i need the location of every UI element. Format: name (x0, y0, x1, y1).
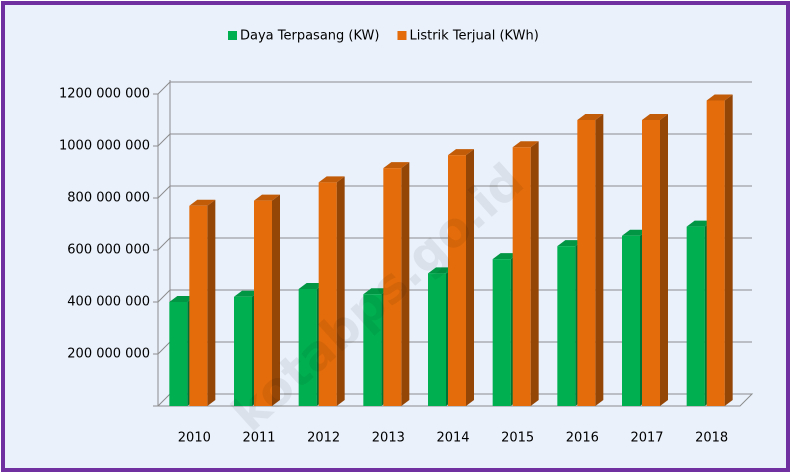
x-tick-label: 2018 (695, 431, 728, 446)
bar-front (428, 273, 446, 406)
bar-front (189, 205, 208, 406)
y-tick-label: 200 000 000 (67, 347, 150, 362)
bar-front (383, 168, 402, 406)
bar-top (363, 288, 390, 295)
bar-side (466, 149, 474, 406)
bar-front (642, 120, 660, 406)
bar-top (577, 114, 604, 120)
y-tick-label: 600 000 000 (67, 243, 150, 258)
bar-side (207, 199, 216, 406)
legend-swatch (228, 31, 237, 40)
legend-swatch (397, 31, 407, 40)
bar-top (622, 229, 648, 236)
x-tick-label: 2017 (630, 431, 663, 446)
bar-front (254, 200, 272, 406)
bar-top (557, 240, 584, 247)
bar-side (272, 194, 280, 406)
x-tick-label: 2016 (566, 431, 599, 446)
legend-label: Listrik Terjual (KWh) (409, 29, 538, 44)
bar (318, 176, 345, 406)
bar-front (512, 147, 531, 407)
bar-front (318, 182, 337, 406)
bar (189, 199, 216, 406)
bar-top (383, 162, 410, 169)
bar-top (492, 253, 519, 260)
grid-line (157, 133, 752, 147)
bar-top (234, 290, 260, 297)
bar-front (686, 226, 705, 406)
bar-front (557, 246, 576, 406)
legend-label: Daya Terpasang (KW) (240, 29, 379, 44)
bar (642, 114, 668, 406)
bar-top (512, 141, 539, 148)
bar-top (642, 114, 668, 120)
bar-side (530, 141, 539, 407)
bar (383, 162, 410, 406)
bar-front (363, 294, 382, 406)
bar-front (298, 289, 317, 406)
x-tick-label: 2014 (436, 431, 469, 446)
bar (254, 194, 280, 406)
bar (448, 149, 474, 406)
grid-line (157, 237, 752, 251)
bar (512, 141, 539, 407)
bar-front (706, 100, 725, 406)
bar-top (686, 220, 713, 227)
bar-front (622, 235, 640, 406)
y-tick-label: 1000 000 000 (59, 139, 150, 154)
bar-top (254, 194, 280, 201)
y-tick-label: 800 000 000 (67, 191, 150, 206)
bar-top (318, 176, 345, 183)
bar (706, 94, 733, 406)
y-tick-label: 1200 000 000 (59, 87, 150, 102)
bar-top (706, 94, 733, 101)
x-tick-label: 2015 (501, 431, 534, 446)
bar-side (595, 114, 604, 406)
bar-side (401, 162, 410, 406)
bar-top (169, 296, 196, 302)
bar-front (492, 259, 511, 406)
x-tick-label: 2011 (242, 431, 275, 446)
x-tick-label: 2012 (307, 431, 340, 446)
bar-top (298, 283, 325, 289)
bar-front (234, 296, 252, 406)
bar-side (724, 94, 733, 406)
bar-top (189, 199, 216, 206)
bar (577, 114, 604, 406)
grid-line (157, 185, 752, 199)
bar-top (428, 267, 454, 274)
bar-front (448, 155, 466, 406)
bar-front (577, 120, 596, 406)
grid-line (157, 81, 752, 95)
x-tick-label: 2010 (178, 431, 211, 446)
bar-side (336, 176, 345, 406)
bar-top (448, 149, 474, 156)
y-tick-label: 400 000 000 (67, 295, 150, 310)
x-tick-label: 2013 (372, 431, 405, 446)
bar-front (169, 302, 188, 406)
bar-side (660, 114, 668, 406)
